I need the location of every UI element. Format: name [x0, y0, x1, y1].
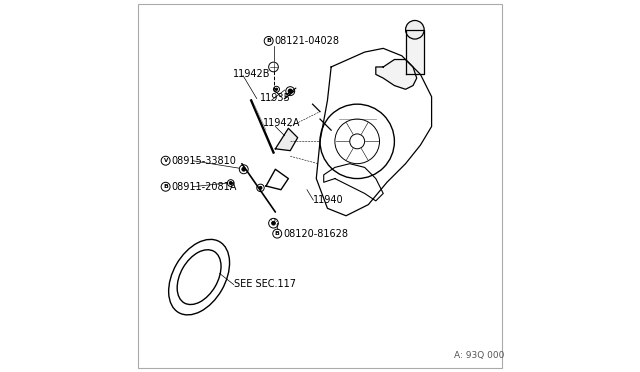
- Polygon shape: [376, 60, 417, 89]
- Text: 08911-2081A: 08911-2081A: [172, 182, 237, 192]
- Text: V: V: [163, 158, 168, 163]
- Circle shape: [406, 20, 424, 39]
- Text: 11940: 11940: [314, 195, 344, 205]
- Text: B: B: [266, 38, 271, 44]
- Text: 11935: 11935: [260, 93, 291, 103]
- Circle shape: [242, 167, 246, 171]
- Text: 08120-81628: 08120-81628: [283, 229, 348, 238]
- Circle shape: [271, 221, 275, 225]
- Polygon shape: [275, 128, 298, 151]
- Text: B: B: [163, 184, 168, 189]
- Text: SEE SEC.117: SEE SEC.117: [234, 279, 296, 289]
- Circle shape: [289, 89, 292, 93]
- Circle shape: [259, 186, 262, 189]
- Text: A: 93Q 000: A: 93Q 000: [454, 351, 504, 360]
- Text: 08121-04028: 08121-04028: [275, 36, 340, 46]
- Text: 08915-33810: 08915-33810: [172, 156, 236, 166]
- Circle shape: [275, 88, 278, 90]
- Text: 11942A: 11942A: [262, 118, 300, 128]
- Text: 11942B: 11942B: [232, 69, 270, 79]
- Polygon shape: [406, 30, 424, 74]
- Circle shape: [229, 182, 232, 185]
- Text: B: B: [275, 231, 280, 236]
